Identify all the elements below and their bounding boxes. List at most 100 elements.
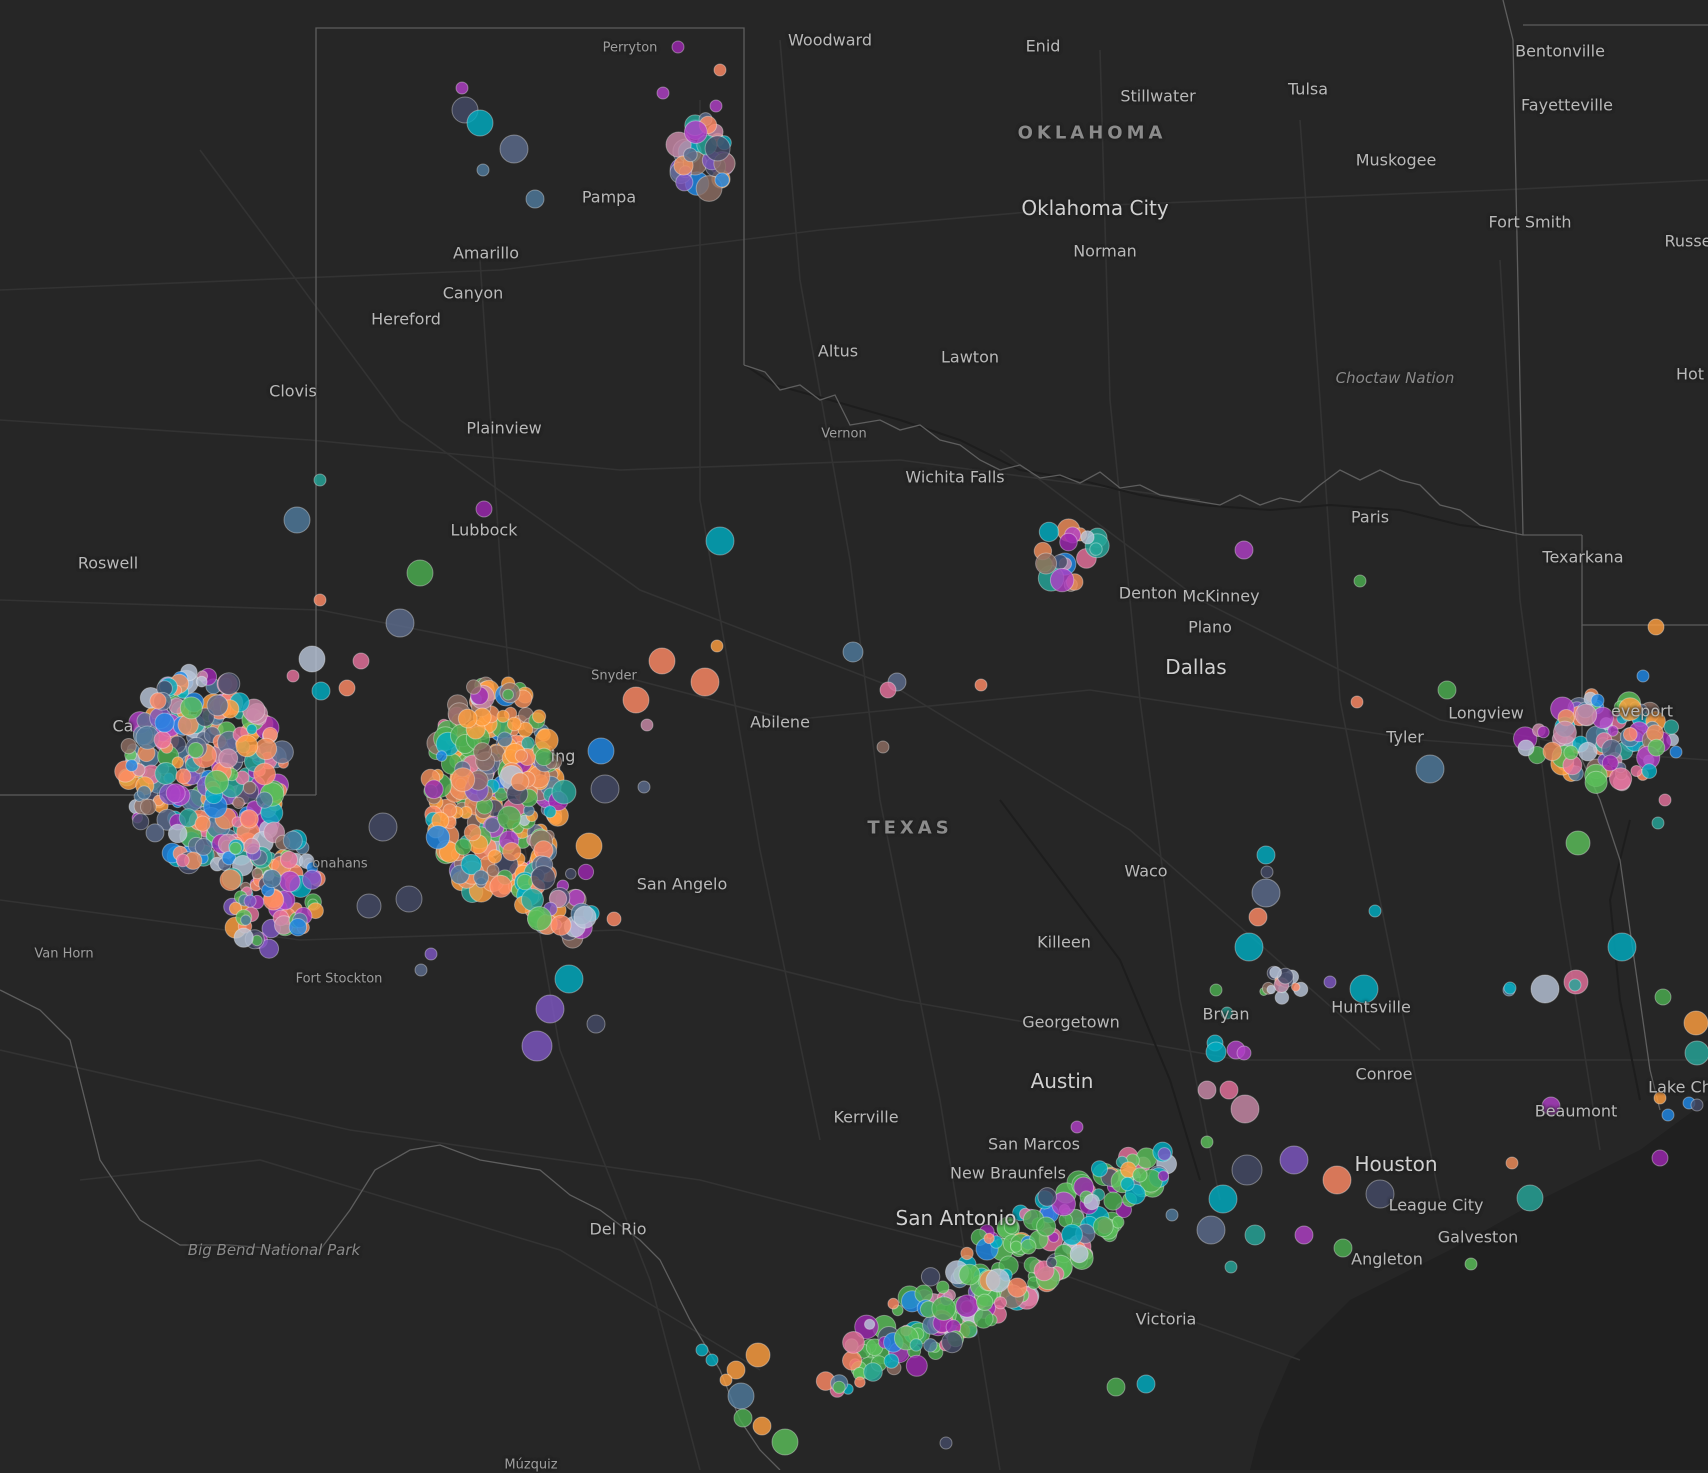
well-marker[interactable]: [1059, 532, 1078, 552]
well-marker[interactable]: [228, 901, 243, 916]
well-marker[interactable]: [240, 914, 252, 926]
well-marker[interactable]: [1333, 1238, 1353, 1258]
well-marker[interactable]: [1070, 1120, 1084, 1134]
well-marker[interactable]: [1209, 983, 1223, 997]
well-marker[interactable]: [1636, 669, 1650, 683]
well-marker[interactable]: [864, 1318, 876, 1330]
well-marker[interactable]: [530, 865, 556, 891]
well-marker[interactable]: [506, 716, 522, 732]
well-marker[interactable]: [171, 756, 185, 769]
well-marker[interactable]: [473, 869, 490, 886]
well-marker[interactable]: [368, 812, 398, 842]
well-marker[interactable]: [1647, 618, 1665, 636]
well-marker[interactable]: [1165, 1208, 1179, 1222]
well-marker[interactable]: [311, 681, 331, 701]
well-marker[interactable]: [683, 120, 708, 145]
well-marker[interactable]: [1106, 1377, 1126, 1397]
well-marker[interactable]: [905, 1354, 928, 1377]
well-marker[interactable]: [217, 672, 241, 696]
well-marker[interactable]: [497, 805, 522, 830]
well-marker[interactable]: [194, 838, 213, 856]
well-marker[interactable]: [1291, 982, 1301, 992]
well-marker[interactable]: [683, 147, 698, 163]
well-marker[interactable]: [406, 559, 434, 587]
well-marker[interactable]: [648, 647, 676, 675]
well-marker[interactable]: [1037, 1187, 1057, 1207]
well-marker[interactable]: [120, 738, 137, 755]
well-marker[interactable]: [1089, 542, 1103, 556]
well-marker[interactable]: [714, 172, 730, 188]
well-marker[interactable]: [695, 1343, 709, 1357]
well-marker[interactable]: [1092, 1216, 1114, 1238]
well-marker[interactable]: [656, 86, 670, 100]
well-marker[interactable]: [424, 779, 444, 800]
well-marker[interactable]: [713, 63, 727, 77]
well-marker[interactable]: [510, 772, 530, 792]
well-marker[interactable]: [939, 1436, 953, 1450]
well-marker[interactable]: [1618, 697, 1642, 721]
well-marker[interactable]: [727, 1382, 755, 1410]
well-marker[interactable]: [876, 740, 890, 754]
well-marker[interactable]: [1609, 767, 1633, 791]
well-marker[interactable]: [1234, 540, 1254, 560]
well-marker[interactable]: [187, 742, 204, 759]
well-marker[interactable]: [153, 730, 172, 749]
well-marker[interactable]: [909, 1338, 923, 1352]
well-marker[interactable]: [476, 163, 490, 177]
well-marker[interactable]: [1516, 1184, 1544, 1212]
well-marker[interactable]: [640, 718, 654, 732]
well-marker[interactable]: [550, 914, 572, 936]
well-marker[interactable]: [920, 1267, 941, 1287]
well-marker[interactable]: [450, 767, 476, 792]
well-marker[interactable]: [442, 803, 457, 818]
well-marker[interactable]: [1036, 1216, 1057, 1237]
well-marker[interactable]: [1349, 974, 1379, 1004]
well-marker[interactable]: [489, 874, 513, 898]
well-marker[interactable]: [1231, 1154, 1263, 1186]
well-marker[interactable]: [1651, 816, 1665, 830]
well-marker[interactable]: [1157, 1147, 1172, 1161]
well-marker[interactable]: [1120, 1176, 1135, 1192]
well-marker[interactable]: [1530, 974, 1560, 1004]
well-marker[interactable]: [543, 805, 557, 819]
well-marker[interactable]: [733, 1408, 753, 1428]
well-marker[interactable]: [206, 694, 229, 717]
well-marker[interactable]: [1251, 878, 1281, 908]
well-marker[interactable]: [710, 639, 724, 653]
well-marker[interactable]: [974, 678, 988, 692]
well-marker[interactable]: [1220, 1006, 1234, 1020]
well-marker[interactable]: [457, 708, 478, 729]
well-marker[interactable]: [1622, 727, 1638, 742]
well-marker[interactable]: [243, 894, 257, 908]
well-marker[interactable]: [286, 669, 300, 683]
well-marker[interactable]: [1584, 770, 1608, 795]
well-marker[interactable]: [1661, 1108, 1675, 1122]
well-marker[interactable]: [179, 696, 203, 720]
well-marker[interactable]: [752, 1416, 772, 1436]
well-marker[interactable]: [259, 938, 280, 959]
well-marker[interactable]: [1464, 1257, 1478, 1271]
well-marker[interactable]: [473, 742, 493, 762]
well-marker[interactable]: [1197, 1080, 1217, 1100]
well-marker[interactable]: [499, 134, 529, 164]
well-marker[interactable]: [253, 762, 277, 786]
well-marker[interactable]: [195, 675, 208, 688]
well-marker[interactable]: [242, 780, 257, 795]
well-marker[interactable]: [154, 762, 178, 785]
well-marker[interactable]: [460, 853, 482, 876]
well-marker[interactable]: [455, 81, 469, 95]
well-marker[interactable]: [573, 905, 597, 929]
well-marker[interactable]: [1069, 1244, 1089, 1264]
well-marker[interactable]: [637, 780, 651, 794]
well-marker[interactable]: [484, 817, 501, 834]
well-marker[interactable]: [1663, 719, 1680, 735]
well-marker[interactable]: [709, 99, 723, 113]
well-marker[interactable]: [1244, 1224, 1266, 1246]
well-marker[interactable]: [232, 796, 245, 809]
well-marker[interactable]: [282, 830, 303, 851]
well-marker[interactable]: [863, 1362, 883, 1382]
well-marker[interactable]: [178, 808, 198, 828]
well-marker[interactable]: [690, 667, 720, 697]
well-marker[interactable]: [283, 506, 311, 534]
well-marker[interactable]: [1260, 865, 1274, 879]
